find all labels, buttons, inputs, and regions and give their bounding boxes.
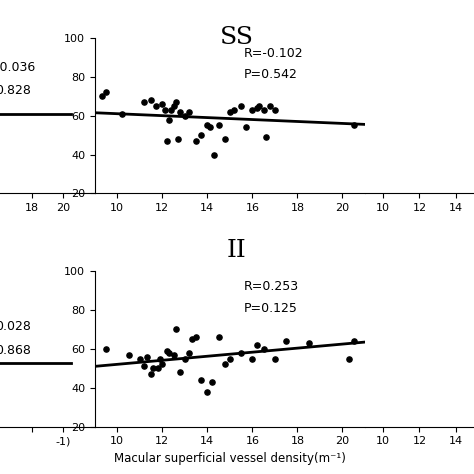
Point: [154, 365, 162, 372]
Point: [208, 378, 216, 386]
Text: -0.036: -0.036: [0, 61, 36, 73]
Point: [222, 135, 229, 143]
Point: [140, 98, 148, 106]
Point: [192, 137, 200, 145]
Point: [176, 368, 184, 376]
Point: [98, 92, 105, 100]
Point: [253, 104, 261, 112]
Point: [125, 351, 132, 358]
Point: [255, 102, 263, 110]
Point: [147, 96, 155, 104]
Text: P=0.542: P=0.542: [244, 68, 297, 82]
Point: [185, 349, 193, 356]
Point: [226, 355, 234, 362]
Point: [222, 361, 229, 368]
Point: [118, 110, 126, 118]
Point: [140, 363, 148, 370]
Point: [158, 100, 166, 108]
Point: [181, 112, 189, 119]
Point: [170, 102, 177, 110]
Point: [163, 347, 171, 355]
Point: [168, 106, 175, 114]
Point: [158, 361, 166, 368]
X-axis label: Macular superficial vessel density(m⁻¹): Macular superficial vessel density(m⁻¹): [114, 452, 346, 465]
Point: [260, 345, 267, 353]
Text: 0.028: 0.028: [0, 320, 31, 333]
Point: [185, 108, 193, 116]
Point: [147, 370, 155, 378]
Point: [266, 102, 274, 110]
Point: [102, 345, 110, 353]
Point: [204, 121, 211, 129]
Point: [172, 98, 180, 106]
Point: [305, 339, 312, 347]
Point: [210, 151, 218, 158]
Point: [156, 355, 164, 362]
Point: [215, 121, 222, 129]
Text: 0.828: 0.828: [0, 84, 31, 97]
Point: [237, 349, 245, 356]
Text: SS: SS: [220, 26, 254, 49]
Point: [188, 336, 195, 343]
Text: P=0.125: P=0.125: [244, 301, 297, 315]
Point: [149, 365, 157, 372]
Point: [242, 124, 249, 131]
Point: [197, 131, 204, 139]
Point: [172, 326, 180, 333]
Point: [253, 341, 261, 349]
Point: [271, 355, 279, 362]
Point: [163, 137, 171, 145]
Point: [161, 106, 168, 114]
Point: [170, 351, 177, 358]
Point: [350, 121, 357, 129]
Point: [192, 333, 200, 341]
Point: [136, 355, 144, 362]
Text: R=0.253: R=0.253: [244, 280, 299, 293]
Text: 0.868: 0.868: [0, 344, 31, 356]
Point: [260, 106, 267, 114]
Point: [262, 133, 270, 141]
Point: [204, 388, 211, 395]
Point: [165, 349, 173, 356]
Point: [152, 102, 159, 110]
Point: [248, 106, 256, 114]
Point: [206, 124, 213, 131]
Point: [346, 355, 353, 362]
Point: [174, 135, 182, 143]
Point: [102, 89, 110, 96]
Point: [226, 108, 234, 116]
Point: [350, 337, 357, 345]
Point: [248, 355, 256, 362]
Point: [165, 116, 173, 123]
Point: [176, 108, 184, 116]
Point: [181, 355, 189, 362]
Text: R=-0.102: R=-0.102: [244, 46, 303, 60]
Point: [237, 102, 245, 110]
Point: [271, 106, 279, 114]
Point: [143, 353, 150, 360]
Point: [197, 376, 204, 384]
Point: [215, 333, 222, 341]
Text: II: II: [227, 239, 247, 263]
Point: [283, 337, 290, 345]
Point: [230, 106, 238, 114]
